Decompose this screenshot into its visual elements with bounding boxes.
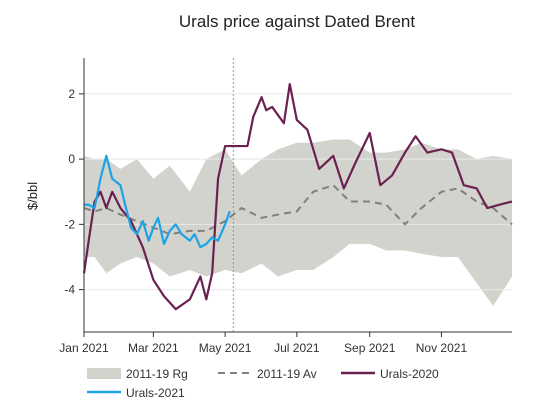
x-tick-label: Sep 2021 — [344, 341, 396, 355]
range-band-layer — [84, 139, 512, 306]
x-tick-label: Jul 2021 — [274, 341, 320, 355]
legend-item-range[interactable]: 2011-19 Rg — [87, 367, 188, 381]
y-axis-label: $/bbl — [25, 182, 40, 210]
legend-item-urals-2020[interactable]: Urals-2020 — [341, 367, 439, 381]
chart-title: Urals price against Dated Brent — [179, 12, 416, 31]
legend-swatch-range — [87, 368, 121, 379]
x-tick-label: Nov 2021 — [416, 341, 468, 355]
legend-label-urals-2020: Urals-2020 — [380, 367, 439, 381]
legend-label-range: 2011-19 Rg — [126, 367, 188, 381]
legend-item-urals-2021[interactable]: Urals-2021 — [87, 386, 185, 400]
range-band-2011-19 — [84, 139, 512, 306]
x-ticks: Jan 2021 Mar 2021 May 2021 Jul 2021 Sep 2021… — [59, 332, 467, 355]
legend-label-avg: 2011-19 Av — [257, 367, 317, 381]
axes-layer — [83, 58, 512, 333]
y-ticks: -4 -2 0 2 — [64, 87, 84, 297]
y-tick-label: -4 — [64, 283, 75, 297]
y-tick-label: 0 — [68, 152, 75, 166]
y-tick-label: -2 — [64, 217, 75, 231]
series-layer — [82, 82, 513, 311]
series-line-avg — [83, 184, 513, 236]
x-tick-label: Jan 2021 — [59, 341, 109, 355]
legend-label-urals-2021: Urals-2021 — [126, 386, 185, 400]
x-tick-label: Mar 2021 — [128, 341, 179, 355]
series-line-u2021 — [84, 154, 231, 249]
legend-item-avg[interactable]: 2011-19 Av — [218, 367, 317, 381]
y-tick-label: 2 — [68, 87, 75, 101]
legend: 2011-19 Rg 2011-19 Av Urals-2020 Urals-2… — [87, 367, 439, 400]
x-tick-label: May 2021 — [199, 341, 252, 355]
